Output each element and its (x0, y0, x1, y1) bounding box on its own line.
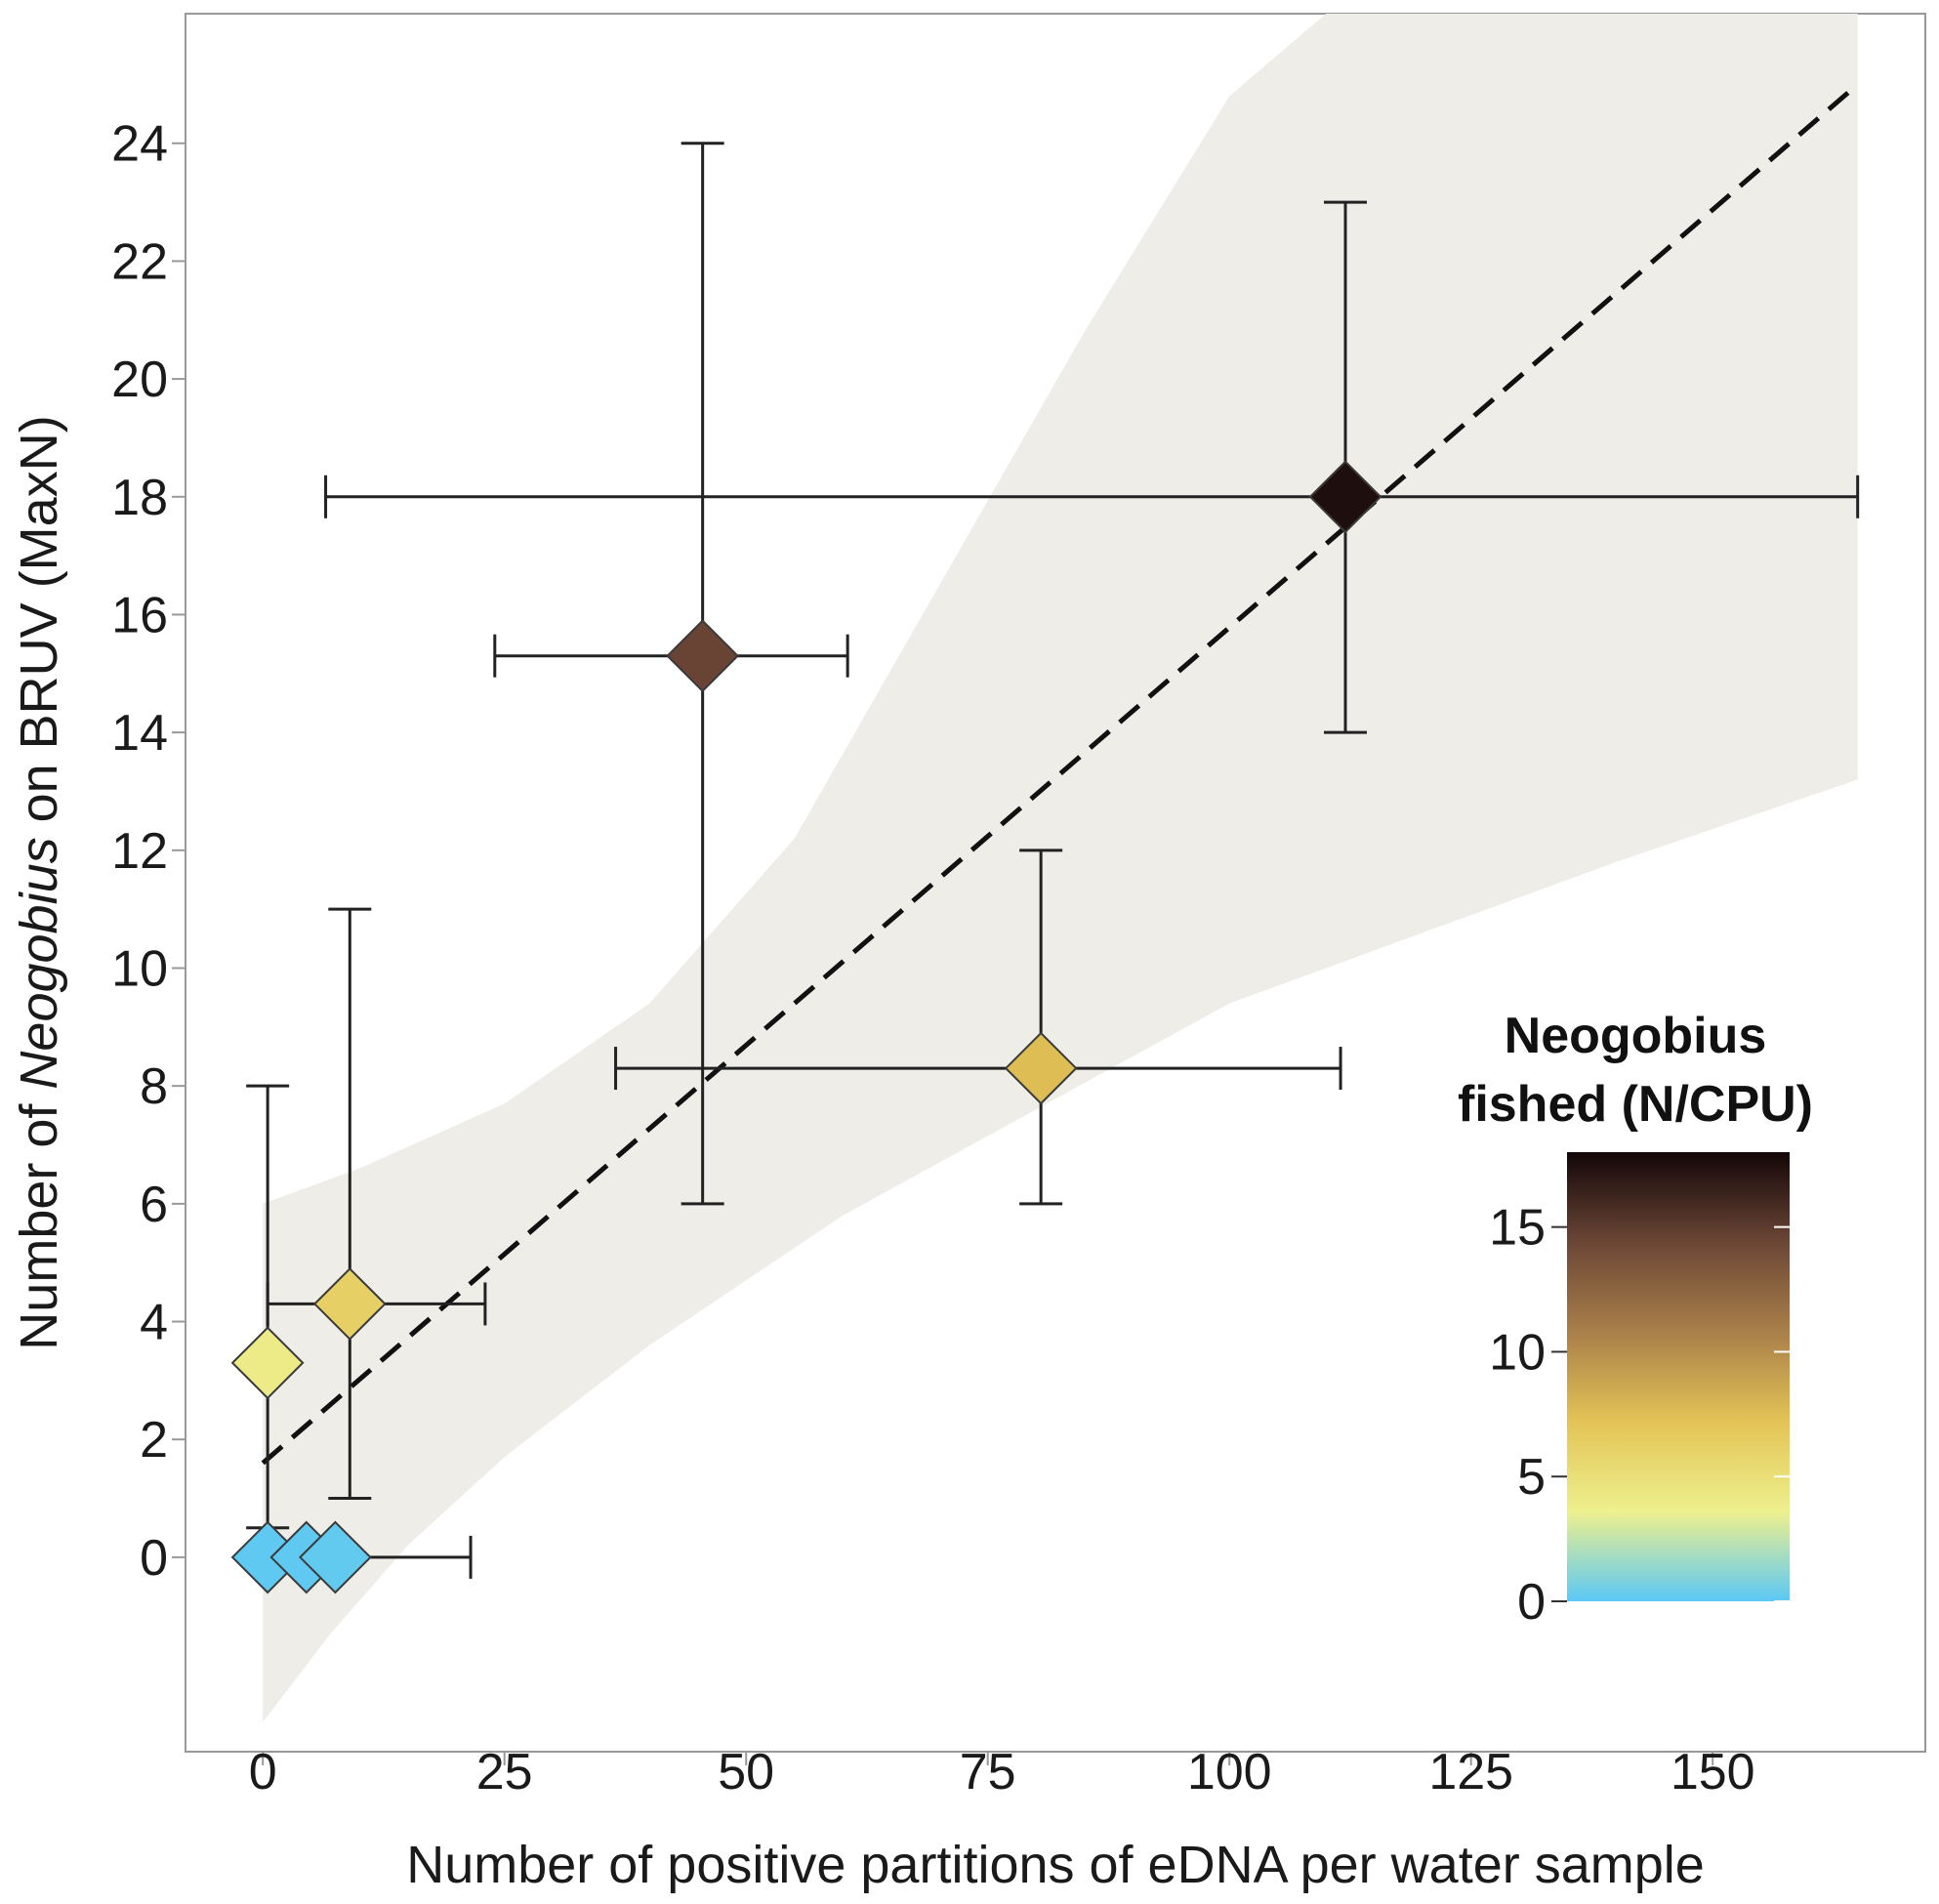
x-axis: 0 25 50 75 100 125 150 (249, 1744, 1755, 1801)
data-point-marker (230, 1326, 305, 1400)
x-axis-label: Number of positive partitions of eDNA pe… (406, 1836, 1705, 1894)
y-axis-label-species: Neogobius (10, 837, 68, 1089)
x-tick-label: 100 (1187, 1744, 1272, 1801)
data-point-marker (298, 1520, 372, 1594)
y-tick-label: 14 (111, 705, 168, 762)
y-axis-label-prefix: Number of (10, 1090, 68, 1350)
x-tick-label: 150 (1671, 1744, 1755, 1801)
colorbar-tick-label: 10 (1489, 1324, 1546, 1381)
y-tick-label: 0 (140, 1530, 168, 1587)
x-tick-label: 0 (249, 1744, 277, 1801)
y-tick-label: 12 (111, 823, 168, 880)
y-tick-label: 24 (111, 116, 168, 173)
y-axis-label-suffix: on BRUV (MaxN) (10, 415, 68, 837)
y-tick-label: 2 (140, 1412, 168, 1469)
y-tick-label: 10 (111, 940, 168, 997)
data-point-marker (1308, 460, 1382, 534)
colorbar (1567, 1152, 1790, 1601)
x-tick-label: 50 (718, 1744, 774, 1801)
x-tick-label: 125 (1428, 1744, 1513, 1801)
y-tick-label: 18 (111, 470, 168, 526)
y-tick-label: 16 (111, 587, 168, 643)
colorbar-tick-label: 15 (1489, 1200, 1546, 1257)
colorbar-ticks: 0 5 10 15 (1489, 1200, 1790, 1631)
data-point-marker (666, 619, 740, 693)
confidence-band (263, 14, 1858, 1722)
y-tick-label: 4 (140, 1295, 168, 1351)
x-tick-label: 25 (476, 1744, 533, 1801)
colorbar-title-line-2: fished (N/CPU) (1458, 1076, 1813, 1133)
error-bars (246, 142, 1860, 1579)
colorbar-title-line-1: Neogobius (1505, 1008, 1767, 1064)
y-tick-label: 20 (111, 352, 168, 408)
y-tick-label: 22 (111, 233, 168, 290)
data-point-marker (1004, 1031, 1078, 1105)
y-tick-label: 8 (140, 1058, 168, 1115)
colorbar-tick-label: 0 (1517, 1574, 1546, 1631)
y-axis-label: Number of Neogobius on BRUV (MaxN) (10, 415, 68, 1349)
y-tick-label: 6 (140, 1177, 168, 1233)
colorbar-tick-label: 5 (1517, 1449, 1546, 1506)
data-points (230, 460, 1382, 1594)
data-point-marker (312, 1266, 387, 1341)
x-tick-label: 75 (960, 1744, 1016, 1801)
colorbar-legend: Neogobius fished (N/CPU) 0 5 10 15 (1458, 1008, 1813, 1631)
